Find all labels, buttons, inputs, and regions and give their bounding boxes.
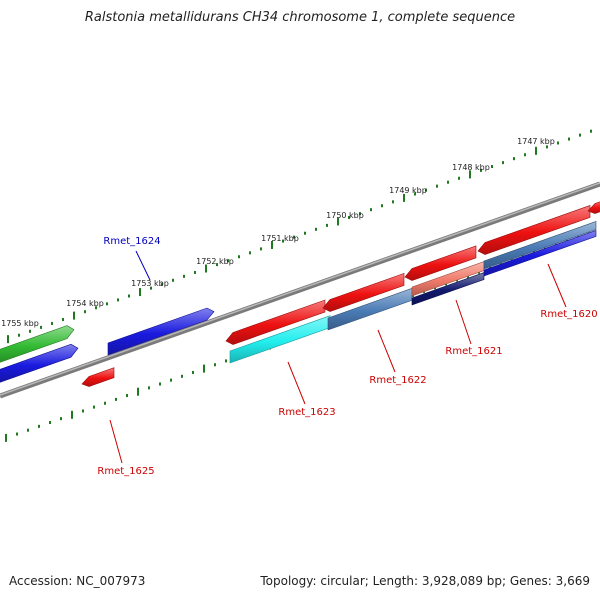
reverse-cds-feature[interactable]: [107, 307, 215, 356]
gene-label[interactable]: Rmet_1622: [369, 375, 426, 386]
backbone-line: [0, 181, 600, 399]
label-leader-line: [287, 361, 306, 405]
tick-label: 1755 kbp: [1, 319, 39, 328]
forward-cds-feature[interactable]: [225, 299, 326, 345]
rna-feature[interactable]: [0, 325, 75, 363]
tick-label: 1751 kbp: [261, 234, 299, 243]
label-leader-line: [455, 299, 472, 345]
tick-label: 1748 kbp: [452, 163, 490, 172]
feature-track: [0, 201, 600, 387]
label-leader-line: [135, 250, 151, 281]
map-title: Ralstonia metallidurans CH34 chromosome …: [84, 10, 516, 25]
tick-label: 1750 kbp: [326, 211, 364, 220]
cog-feature[interactable]: [411, 272, 485, 306]
tick-labels: 1747 kbp 1748 kbp 1749 kbp 1750 kbp 1751 kbp…: [1, 137, 555, 328]
forward-cds-feature[interactable]: [81, 367, 115, 387]
forward-cds-feature[interactable]: [322, 272, 405, 312]
backbone-highlight: [0, 182, 600, 396]
forward-cds-feature[interactable]: [404, 245, 477, 281]
gene-label[interactable]: Rmet_1624: [103, 236, 160, 247]
backbone-ring: [0, 181, 600, 399]
tick-label: 1754 kbp: [66, 299, 104, 308]
cog-feature[interactable]: [483, 221, 597, 270]
gene-label[interactable]: Rmet_1620: [540, 309, 597, 320]
accession-text: Accession: NC_007973: [9, 574, 146, 588]
gene-label[interactable]: Rmet_1623: [278, 407, 335, 418]
label-leader-line: [109, 419, 123, 464]
gene-labels: Rmet_1620 Rmet_1621 Rmet_1622 Rmet_1623 Rmet…: [97, 236, 597, 477]
forward-cds-feature[interactable]: [477, 205, 591, 255]
gene-label[interactable]: Rmet_1621: [445, 346, 502, 357]
cog-feature[interactable]: [483, 230, 597, 277]
label-leader-line: [547, 263, 567, 308]
label-leaders: [109, 250, 567, 464]
tick-label: 1749 kbp: [389, 186, 427, 195]
tick-label: 1747 kbp: [517, 137, 555, 146]
reverse-cds-feature[interactable]: [0, 343, 79, 383]
gene-label[interactable]: Rmet_1625: [97, 466, 154, 477]
outer-tick-ring: [7, 129, 592, 344]
topology-summary: Topology: circular; Length: 3,928,089 bp…: [260, 574, 590, 588]
tick-label: 1752 kbp: [196, 257, 234, 266]
label-leader-line: [377, 329, 396, 373]
tick-label: 1753 kbp: [131, 279, 169, 288]
